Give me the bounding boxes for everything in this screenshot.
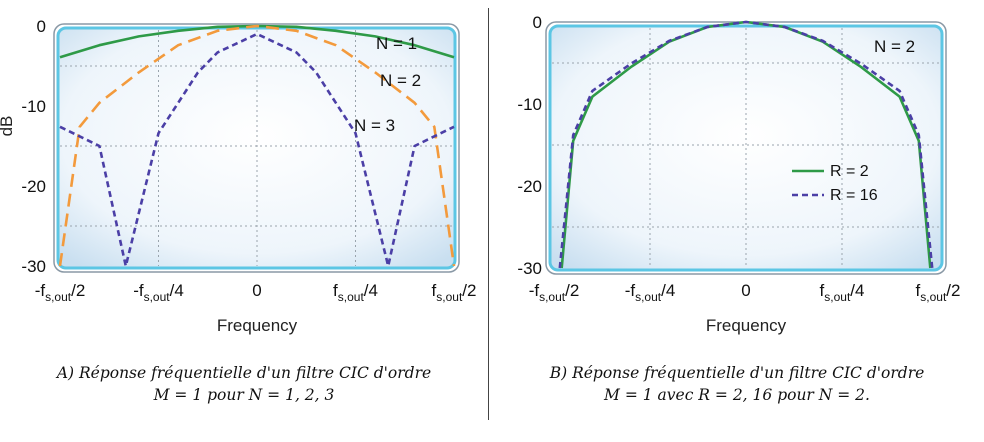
x-tick-label: -fs,out/2 [529, 281, 580, 304]
x-tick-base: 0 [252, 281, 261, 300]
caption-a-line2: M = 1 pour N = 1, 2, 3 [153, 386, 335, 404]
caption-a: A) Réponse fréquentielle d'un filtre CIC… [0, 362, 488, 406]
y-tick-label: -30 [517, 259, 542, 278]
order-annotation: N = 2 [874, 37, 915, 56]
x-tick-sub: s,out [338, 290, 365, 304]
panel-divider [488, 8, 489, 420]
x-tick-tail: /2 [71, 281, 85, 300]
chart-a-svg: 0-10-20-30-fs,out/2 -fs,out/4 0 fs,out/4 fs,… [0, 17, 477, 335]
x-tick-sub: s,out [45, 290, 72, 304]
caption-b-line2: M = 1 avec R = 2, 16 pour N = 2. [604, 386, 870, 404]
y-tick-label: 0 [533, 13, 542, 32]
x-tick-label: 0 [741, 281, 750, 300]
x-tick-sub: s,out [144, 290, 171, 304]
series-line-2-r16 [558, 20, 934, 269]
x-tick-sub: s,out [539, 290, 566, 304]
legend-label: R = 2 [830, 163, 869, 180]
x-tick-label: fs,out/4 [820, 281, 865, 304]
y-tick-label: -30 [21, 257, 46, 276]
x-tick-label: -fs,out/4 [625, 281, 676, 304]
x-tick-base: -f [625, 281, 636, 300]
x-tick-label: fs,out/4 [333, 281, 378, 304]
x-tick-tail: /2 [565, 281, 579, 300]
x-tick-sub: s,out [635, 290, 662, 304]
x-tick-base: f [820, 281, 825, 300]
chart-panel-a: 0 -10 -20 -30 -fs,out/2 -fs,out/4 0 fs,out/4 fs,… [0, 0, 488, 442]
chart-panel-b: 0 -10 -20 -30 -fs,out/2 -fs,out/4 0 fs,out/4 fs,… [490, 0, 984, 442]
x-tick-label: fs,out/2 [916, 281, 961, 304]
y-tick-label: -20 [517, 177, 542, 196]
series-annotation: N = 3 [354, 116, 395, 135]
legend-label: R = 16 [830, 187, 878, 204]
x-tick-tail: /4 [364, 281, 378, 300]
series-annotation: N = 1 [376, 34, 417, 53]
x-tick-base: -f [133, 281, 144, 300]
x-tick-base: 0 [741, 281, 750, 300]
y-tick-label: -10 [517, 95, 542, 114]
x-tick-tail: /4 [170, 281, 184, 300]
y-tick-label: 0 [37, 17, 46, 36]
x-tick-base: f [916, 281, 921, 300]
caption-a-line1: A) Réponse fréquentielle d'un filtre CIC… [56, 364, 432, 382]
x-tick-base: f [432, 281, 437, 300]
series-line-3-r1 [59, 32, 455, 268]
x-tick-tail: /4 [661, 281, 675, 300]
x-axis-label: Frequency [217, 316, 298, 335]
x-tick-tail: /4 [850, 281, 864, 300]
x-tick-sub: s,out [436, 290, 463, 304]
x-tick-base: -f [35, 281, 46, 300]
x-tick-base: -f [529, 281, 540, 300]
y-tick-label: -20 [21, 177, 46, 196]
x-tick-base: f [333, 281, 338, 300]
chart-b-svg: 0-10-20-30-fs,out/2 -fs,out/4 0 fs,out/4 fs,… [517, 13, 961, 335]
plot-frame [56, 26, 457, 270]
x-tick-tail: /2 [946, 281, 960, 300]
x-tick-sub: s,out [824, 290, 851, 304]
x-axis-label: Frequency [706, 316, 787, 335]
x-tick-label: fs,out/2 [432, 281, 477, 304]
caption-b-line1: B) Réponse fréquentielle d'un filtre CIC… [549, 364, 925, 382]
series-line-2-r1 [58, 24, 456, 267]
x-tick-sub: s,out [920, 290, 947, 304]
y-tick-label: -10 [21, 97, 46, 116]
y-axis-label: dB [0, 116, 16, 137]
x-tick-label: -fs,out/2 [35, 281, 86, 304]
x-tick-tail: /2 [462, 281, 476, 300]
plot-frame-outer [53, 23, 460, 273]
caption-b: B) Réponse fréquentielle d'un filtre CIC… [490, 362, 984, 406]
x-tick-label: -fs,out/4 [133, 281, 184, 304]
x-tick-label: 0 [252, 281, 261, 300]
series-annotation: N = 2 [380, 71, 421, 90]
